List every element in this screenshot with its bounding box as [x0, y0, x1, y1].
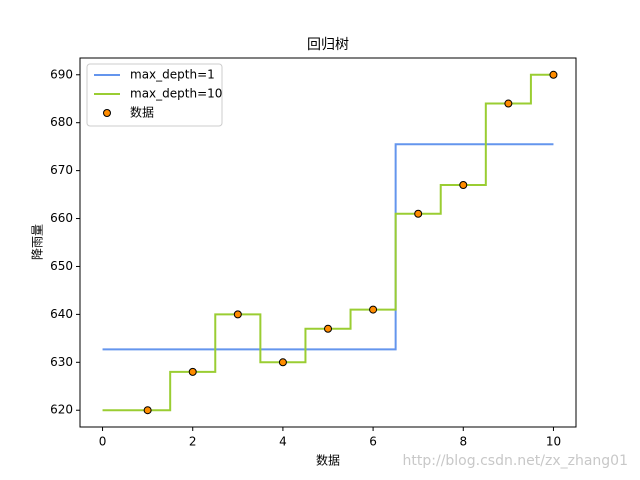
x-tick-label: 2	[189, 435, 197, 449]
x-tick-label: 6	[369, 435, 377, 449]
x-tick-label: 8	[459, 435, 467, 449]
data-point	[324, 324, 332, 333]
data-point	[549, 70, 558, 79]
y-tick-label: 650	[50, 259, 73, 273]
y-tick-label: 620	[50, 403, 73, 417]
y-tick-label: 680	[50, 115, 73, 129]
data-point	[143, 406, 152, 415]
y-tick-label: 660	[50, 211, 73, 225]
chart-title: 回归树	[307, 36, 349, 53]
data-point	[459, 180, 468, 189]
data-point	[369, 305, 378, 314]
x-tick-label: 10	[546, 435, 561, 449]
y-tick-label: 630	[50, 355, 73, 369]
x-axis-label: 数据	[316, 453, 340, 468]
data-point	[504, 99, 513, 108]
y-axis-label: 降雨量	[31, 224, 45, 260]
legend-label: max_depth=10	[130, 87, 222, 101]
data-point	[278, 358, 287, 367]
y-tick-label: 640	[50, 307, 73, 321]
x-tick-label: 4	[279, 435, 287, 449]
data-point	[233, 310, 242, 319]
y-tick-label: 690	[50, 67, 73, 81]
legend-label: max_depth=1	[130, 68, 215, 82]
legend-label: 数据	[130, 105, 154, 120]
data-point	[414, 209, 423, 218]
line-series	[102, 73, 554, 412]
data-point	[188, 367, 197, 376]
legend-swatch	[103, 109, 111, 117]
watermark: http://blog.csdn.net/zx_zhang01	[403, 453, 628, 469]
plot-frame	[79, 57, 577, 428]
legend-box	[86, 63, 223, 127]
y-tick-label: 670	[50, 163, 73, 177]
x-tick-label: 0	[99, 435, 107, 449]
